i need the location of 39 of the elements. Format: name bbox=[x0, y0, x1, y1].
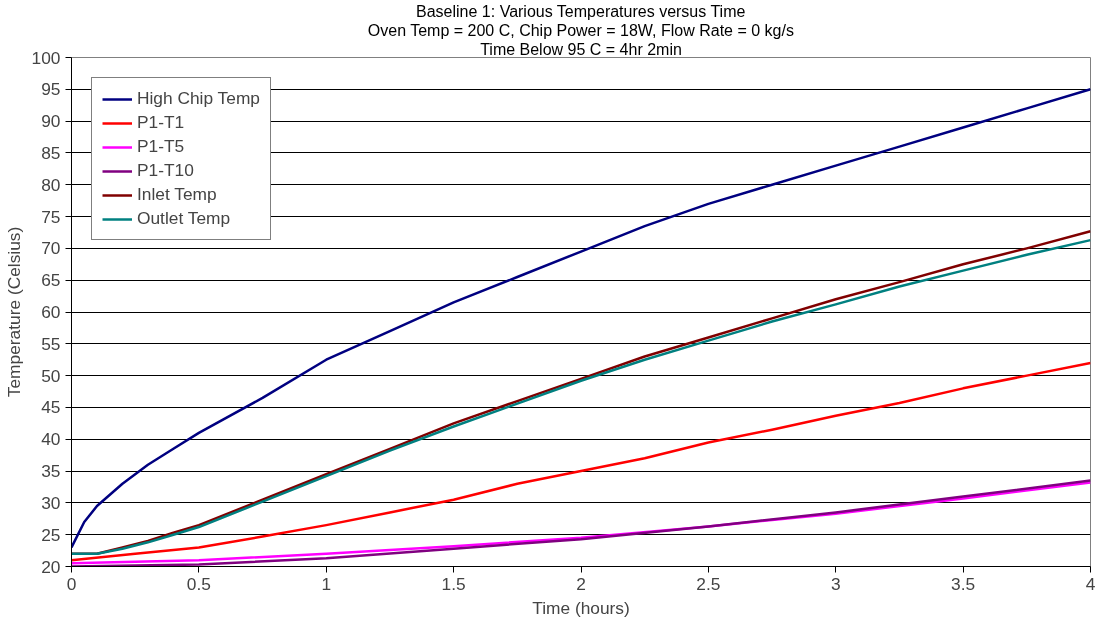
x-tick-label: 3 bbox=[830, 573, 841, 594]
y-tick-label: 70 bbox=[41, 238, 61, 259]
text: Time Below 95 C = 4hr 2min bbox=[480, 40, 682, 58]
y-tick-label: 20 bbox=[41, 556, 61, 577]
y-tick-label: 90 bbox=[41, 111, 61, 132]
legend-label: P1-T1 bbox=[137, 112, 185, 133]
legend-label: P1-T5 bbox=[137, 136, 185, 157]
y-tick-label: 30 bbox=[41, 492, 61, 513]
x-tick-label: 2 bbox=[576, 573, 586, 594]
y-axis-title: Temperature (Celsius) bbox=[3, 226, 24, 398]
chart-title: Baseline 1: Various Temperatures versus Time bbox=[416, 2, 746, 20]
legend-label: P1-T10 bbox=[137, 160, 194, 181]
y-tick-label: 55 bbox=[41, 333, 61, 354]
y-tick-label: 45 bbox=[41, 397, 61, 418]
y-tick-label: 85 bbox=[41, 142, 61, 163]
x-tick-label: 2.5 bbox=[696, 573, 721, 594]
x-tick-label: 1 bbox=[321, 573, 332, 594]
y-tick-label: 25 bbox=[41, 524, 61, 545]
legend-label: Outlet Temp bbox=[137, 208, 231, 229]
y-tick-label: 60 bbox=[41, 302, 61, 322]
y-tick-label: 95 bbox=[41, 79, 61, 100]
x-tick-label: 0 bbox=[66, 573, 77, 594]
y-tick-label: 40 bbox=[41, 429, 61, 450]
y-tick-label: 80 bbox=[41, 174, 61, 195]
legend-label: Inlet Temp bbox=[137, 184, 217, 205]
y-tick-label: 50 bbox=[41, 365, 61, 386]
y-tick-label: 35 bbox=[41, 461, 61, 482]
y-tick-label: 75 bbox=[41, 206, 61, 227]
line-series bbox=[71, 361, 1091, 562]
y-tick-label: 65 bbox=[41, 270, 61, 291]
x-tick-label: 0.5 bbox=[186, 573, 211, 594]
x-tick-label: 3.5 bbox=[951, 573, 976, 594]
legend-label: High Chip Temp bbox=[137, 88, 260, 109]
x-tick-label: 1.5 bbox=[441, 573, 466, 594]
x-tick-label: 4 bbox=[1085, 573, 1096, 594]
chart-subtitle: Oven Temp = 200 C, Chip Power = 18W, Flow Rate = 0 kg/s bbox=[367, 21, 794, 39]
y-tick-label: 100 bbox=[31, 47, 61, 68]
x-axis-title: Time (hours) bbox=[532, 597, 630, 618]
line-series bbox=[71, 88, 1091, 549]
